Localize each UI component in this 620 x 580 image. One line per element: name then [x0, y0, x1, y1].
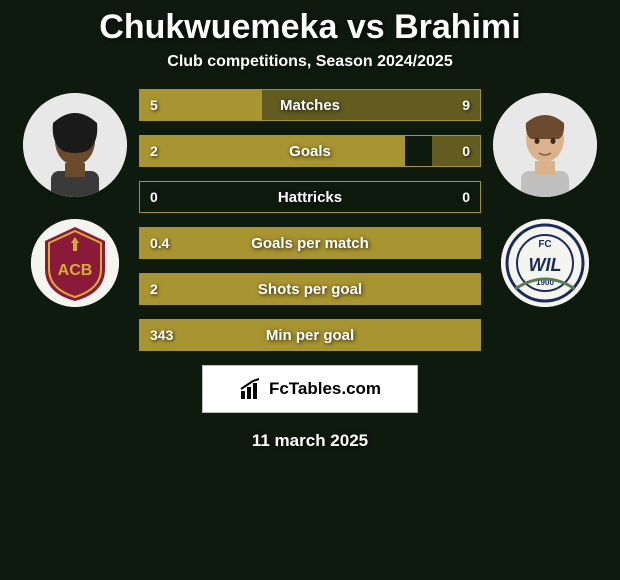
stat-value-left: 2 [150, 281, 158, 297]
brand-chart-icon [239, 377, 263, 401]
club-logo-left: ACB [31, 219, 119, 307]
player-right-icon [493, 93, 597, 197]
stat-bar: 0 0 Hattricks [139, 181, 481, 213]
stat-bar: 0.4 Goals per match [139, 227, 481, 259]
brand-text: FcTables.com [269, 379, 381, 399]
stat-bar: 5 9 Matches [139, 89, 481, 121]
stat-fill-right [432, 136, 480, 166]
stat-fill-left [140, 136, 405, 166]
stat-label: Goals per match [251, 235, 369, 252]
player-photo-left [23, 93, 127, 197]
stat-label: Goals [289, 143, 331, 160]
stat-label: Min per goal [266, 327, 354, 344]
stat-value-right: 0 [462, 143, 470, 159]
stat-label: Shots per goal [258, 281, 362, 298]
stat-value-left: 0.4 [150, 235, 169, 251]
club-logo-right: FC WIL 1900 [501, 219, 589, 307]
stat-value-right: 0 [462, 189, 470, 205]
left-column: ACB [23, 89, 127, 307]
date-text: 11 march 2025 [252, 431, 368, 451]
stat-bar: 343 Min per goal [139, 319, 481, 351]
content-row: ACB 5 9 Matches 2 0 Goals 0 0 Hattricks 0.4 Goals … [0, 89, 620, 351]
player-left-icon [23, 93, 127, 197]
stat-value-left: 5 [150, 97, 158, 113]
stats-column: 5 9 Matches 2 0 Goals 0 0 Hattricks 0.4 Goals per … [139, 89, 481, 351]
comparison-infographic: Chukwuemeka vs Brahimi Club competitions… [0, 0, 620, 580]
stat-bar: 2 0 Goals [139, 135, 481, 167]
club-right-main: WIL [529, 255, 562, 275]
club-left-badge-icon: ACB [31, 219, 119, 307]
stat-label: Matches [280, 97, 340, 114]
stat-value-right: 9 [462, 97, 470, 113]
right-column: FC WIL 1900 [493, 89, 597, 307]
club-left-code: ACB [58, 262, 93, 279]
stat-fill-left [140, 90, 262, 120]
brand-box: FcTables.com [202, 365, 418, 413]
club-right-badge-icon: FC WIL 1900 [501, 219, 589, 307]
player-photo-right [493, 93, 597, 197]
stat-value-left: 343 [150, 327, 173, 343]
subtitle: Club competitions, Season 2024/2025 [167, 53, 452, 71]
stat-value-left: 2 [150, 143, 158, 159]
club-right-top: FC [538, 239, 551, 250]
page-title: Chukwuemeka vs Brahimi [99, 8, 520, 47]
stat-label: Hattricks [278, 189, 342, 206]
stat-bar: 2 Shots per goal [139, 273, 481, 305]
stat-value-left: 0 [150, 189, 158, 205]
